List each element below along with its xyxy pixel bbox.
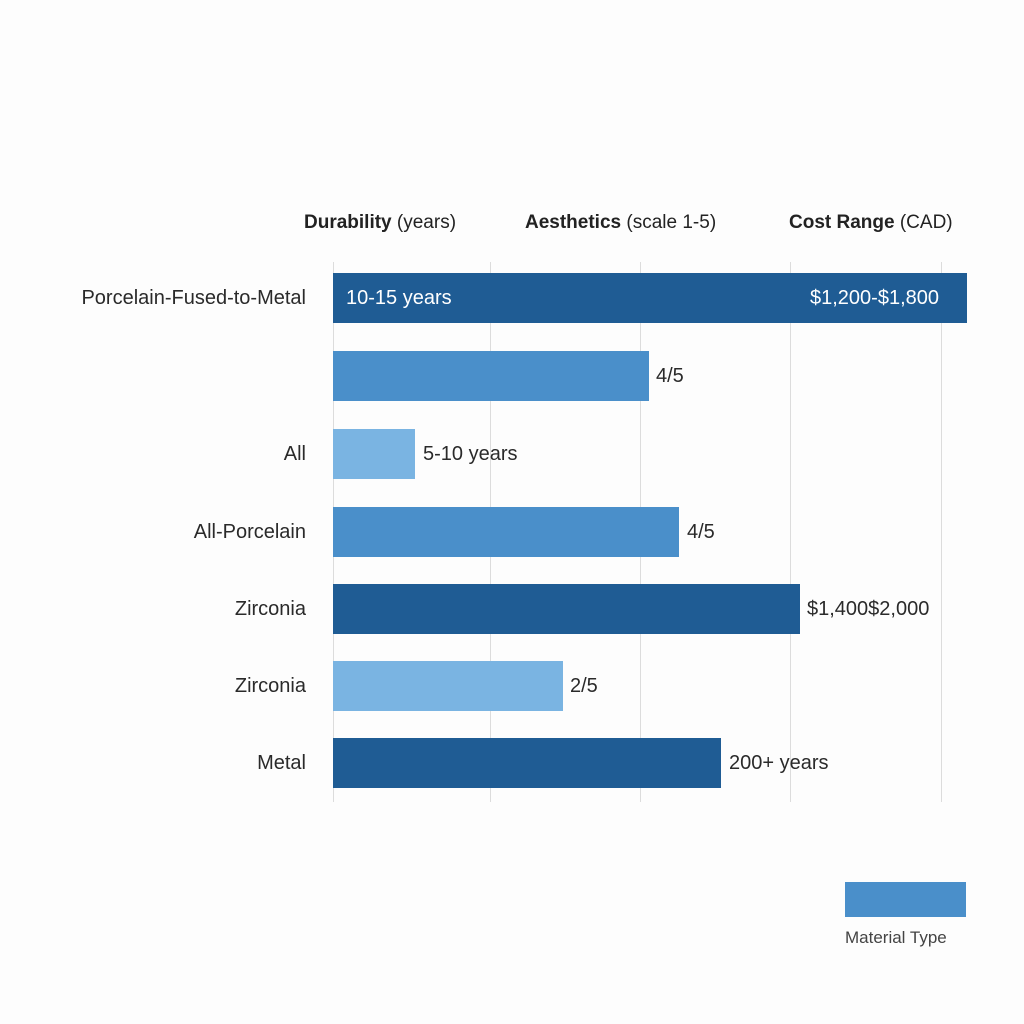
column-header-cost: Cost Range (CAD)	[789, 212, 953, 234]
bar-value-label: 4/5	[656, 365, 684, 387]
bar-aesthetics-zirconia	[333, 661, 563, 711]
gridline	[941, 262, 942, 802]
category-label: Zirconia	[234, 598, 306, 620]
bar-value-label: $1,200-$1,800	[810, 287, 940, 309]
column-header-durability: Durability (years)	[304, 212, 456, 234]
bar-durability-pfm	[333, 273, 967, 323]
column-header-aesthetics: Aesthetics (scale 1-5)	[525, 212, 716, 234]
bar-aesthetics-all-porcelain	[333, 507, 679, 557]
header-bold: Aesthetics	[525, 212, 622, 233]
gridline	[790, 262, 791, 802]
bar-value-label: 5-10 years	[423, 443, 518, 465]
category-label: All-Porcelain	[193, 521, 306, 543]
bar-value-label: $1,400$2,000	[807, 598, 930, 620]
category-label: Metal	[257, 752, 306, 774]
legend-swatch	[845, 882, 966, 917]
bar-aesthetics	[333, 351, 649, 401]
header-sub: (scale 1-5)	[626, 212, 717, 233]
bar-value-label: 10-15 years	[346, 287, 452, 309]
header-bold: Cost Range	[789, 212, 895, 233]
bar-durability-metal	[333, 738, 721, 788]
legend-label: Material Type	[845, 928, 947, 947]
bar-value-label: 200+ years	[729, 752, 829, 774]
bar-durability-all	[333, 429, 415, 479]
category-label: Zirconia	[234, 675, 306, 697]
bar-value-label: 2/5	[570, 675, 598, 697]
category-label: Porcelain-Fused-to-Metal	[81, 287, 306, 309]
bar-value-label: 4/5	[687, 521, 715, 543]
header-sub: (CAD)	[899, 212, 953, 233]
category-label: All	[283, 443, 306, 465]
bar-cost-zirconia	[333, 584, 800, 634]
header-sub: (years)	[396, 212, 457, 233]
header-bold: Durability	[304, 212, 392, 233]
